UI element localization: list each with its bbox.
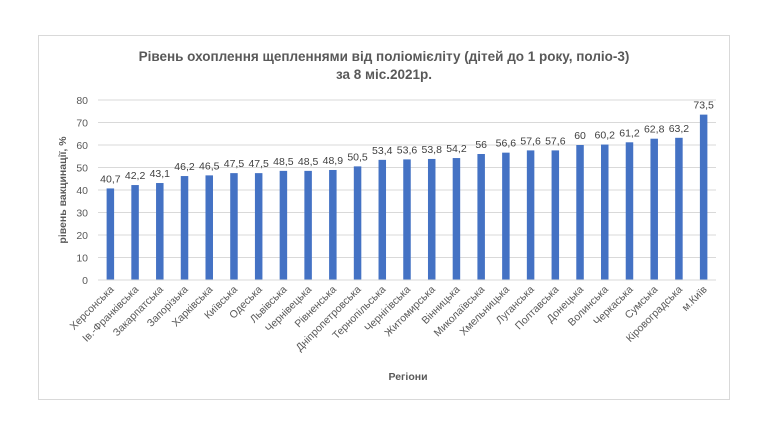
data-label: 57,6 [520,135,541,147]
data-label: 61,2 [619,127,640,139]
bar [403,159,411,280]
bar [601,144,609,280]
data-label: 73,5 [693,100,714,112]
x-tick-label: м.Київ [680,283,710,313]
data-label: 46,2 [174,161,195,173]
data-label: 54,2 [446,143,467,155]
x-axis-label: Регіони [388,371,427,383]
y-axis-label: рівень вакцинації, % [57,136,69,244]
y-axis-ticks: 0 10 20 30 40 50 60 70 80 [76,95,88,287]
y-tick-label: 60 [76,140,88,152]
bar [254,173,263,280]
data-labels: 40,7 42,2 43,146,2 46,5 47,5 47,5 48,5 48,5 48,9… [100,100,714,186]
bar [156,183,164,280]
y-tick-label: 50 [76,163,88,175]
y-tick-label: 70 [76,118,88,130]
data-label: 47,5 [248,158,269,170]
bar [477,154,485,280]
y-tick-label: 40 [76,185,88,197]
y-tick-label: 80 [76,95,88,107]
data-label: 46,5 [199,160,220,172]
bar [230,173,238,280]
data-label: 43,1 [150,168,171,180]
bar [675,137,683,280]
bar [699,114,708,280]
data-label: 48,5 [273,156,294,168]
bar [378,159,387,280]
y-tick-label: 10 [76,253,88,265]
chart-title-line2: за 8 міс.2021р. [336,67,432,82]
bar [131,185,139,280]
x-axis-ticks: ХерсонськаІв.-ФранківськаЗакарпатськаЗап… [68,283,710,353]
data-label: 56,6 [496,138,517,150]
bar [279,170,288,280]
data-label: 60 [574,130,586,142]
bar [502,152,510,280]
bar [650,138,658,280]
bar [526,150,535,280]
data-label: 48,9 [323,155,344,167]
bar [551,150,560,280]
bar [427,158,436,280]
bar [329,169,337,280]
data-label: 40,7 [100,173,121,185]
data-label: 42,2 [125,170,146,182]
y-tick-label: 20 [76,230,88,242]
bar [353,166,362,280]
data-label: 60,2 [595,130,616,142]
data-label: 48,5 [298,156,319,168]
data-label: 50,5 [347,151,368,163]
bar [576,145,584,280]
data-label: 53,4 [372,145,393,157]
data-label: 56 [475,139,487,151]
chart-title-line1: Рівень охоплення щепленнями від поліоміє… [139,49,630,64]
bar [180,176,189,280]
bar [452,158,461,280]
data-label: 57,6 [545,135,566,147]
bar [304,170,312,280]
y-tick-label: 30 [76,208,88,220]
bar [205,175,213,280]
data-label: 53,6 [397,144,418,156]
data-label: 47,5 [224,158,245,170]
data-label: 62,8 [644,124,665,136]
bar [625,142,634,280]
bar [106,188,115,280]
data-label: 63,2 [669,123,690,135]
bars [106,114,708,280]
y-tick-label: 0 [82,275,88,287]
data-label: 53,8 [422,144,443,156]
